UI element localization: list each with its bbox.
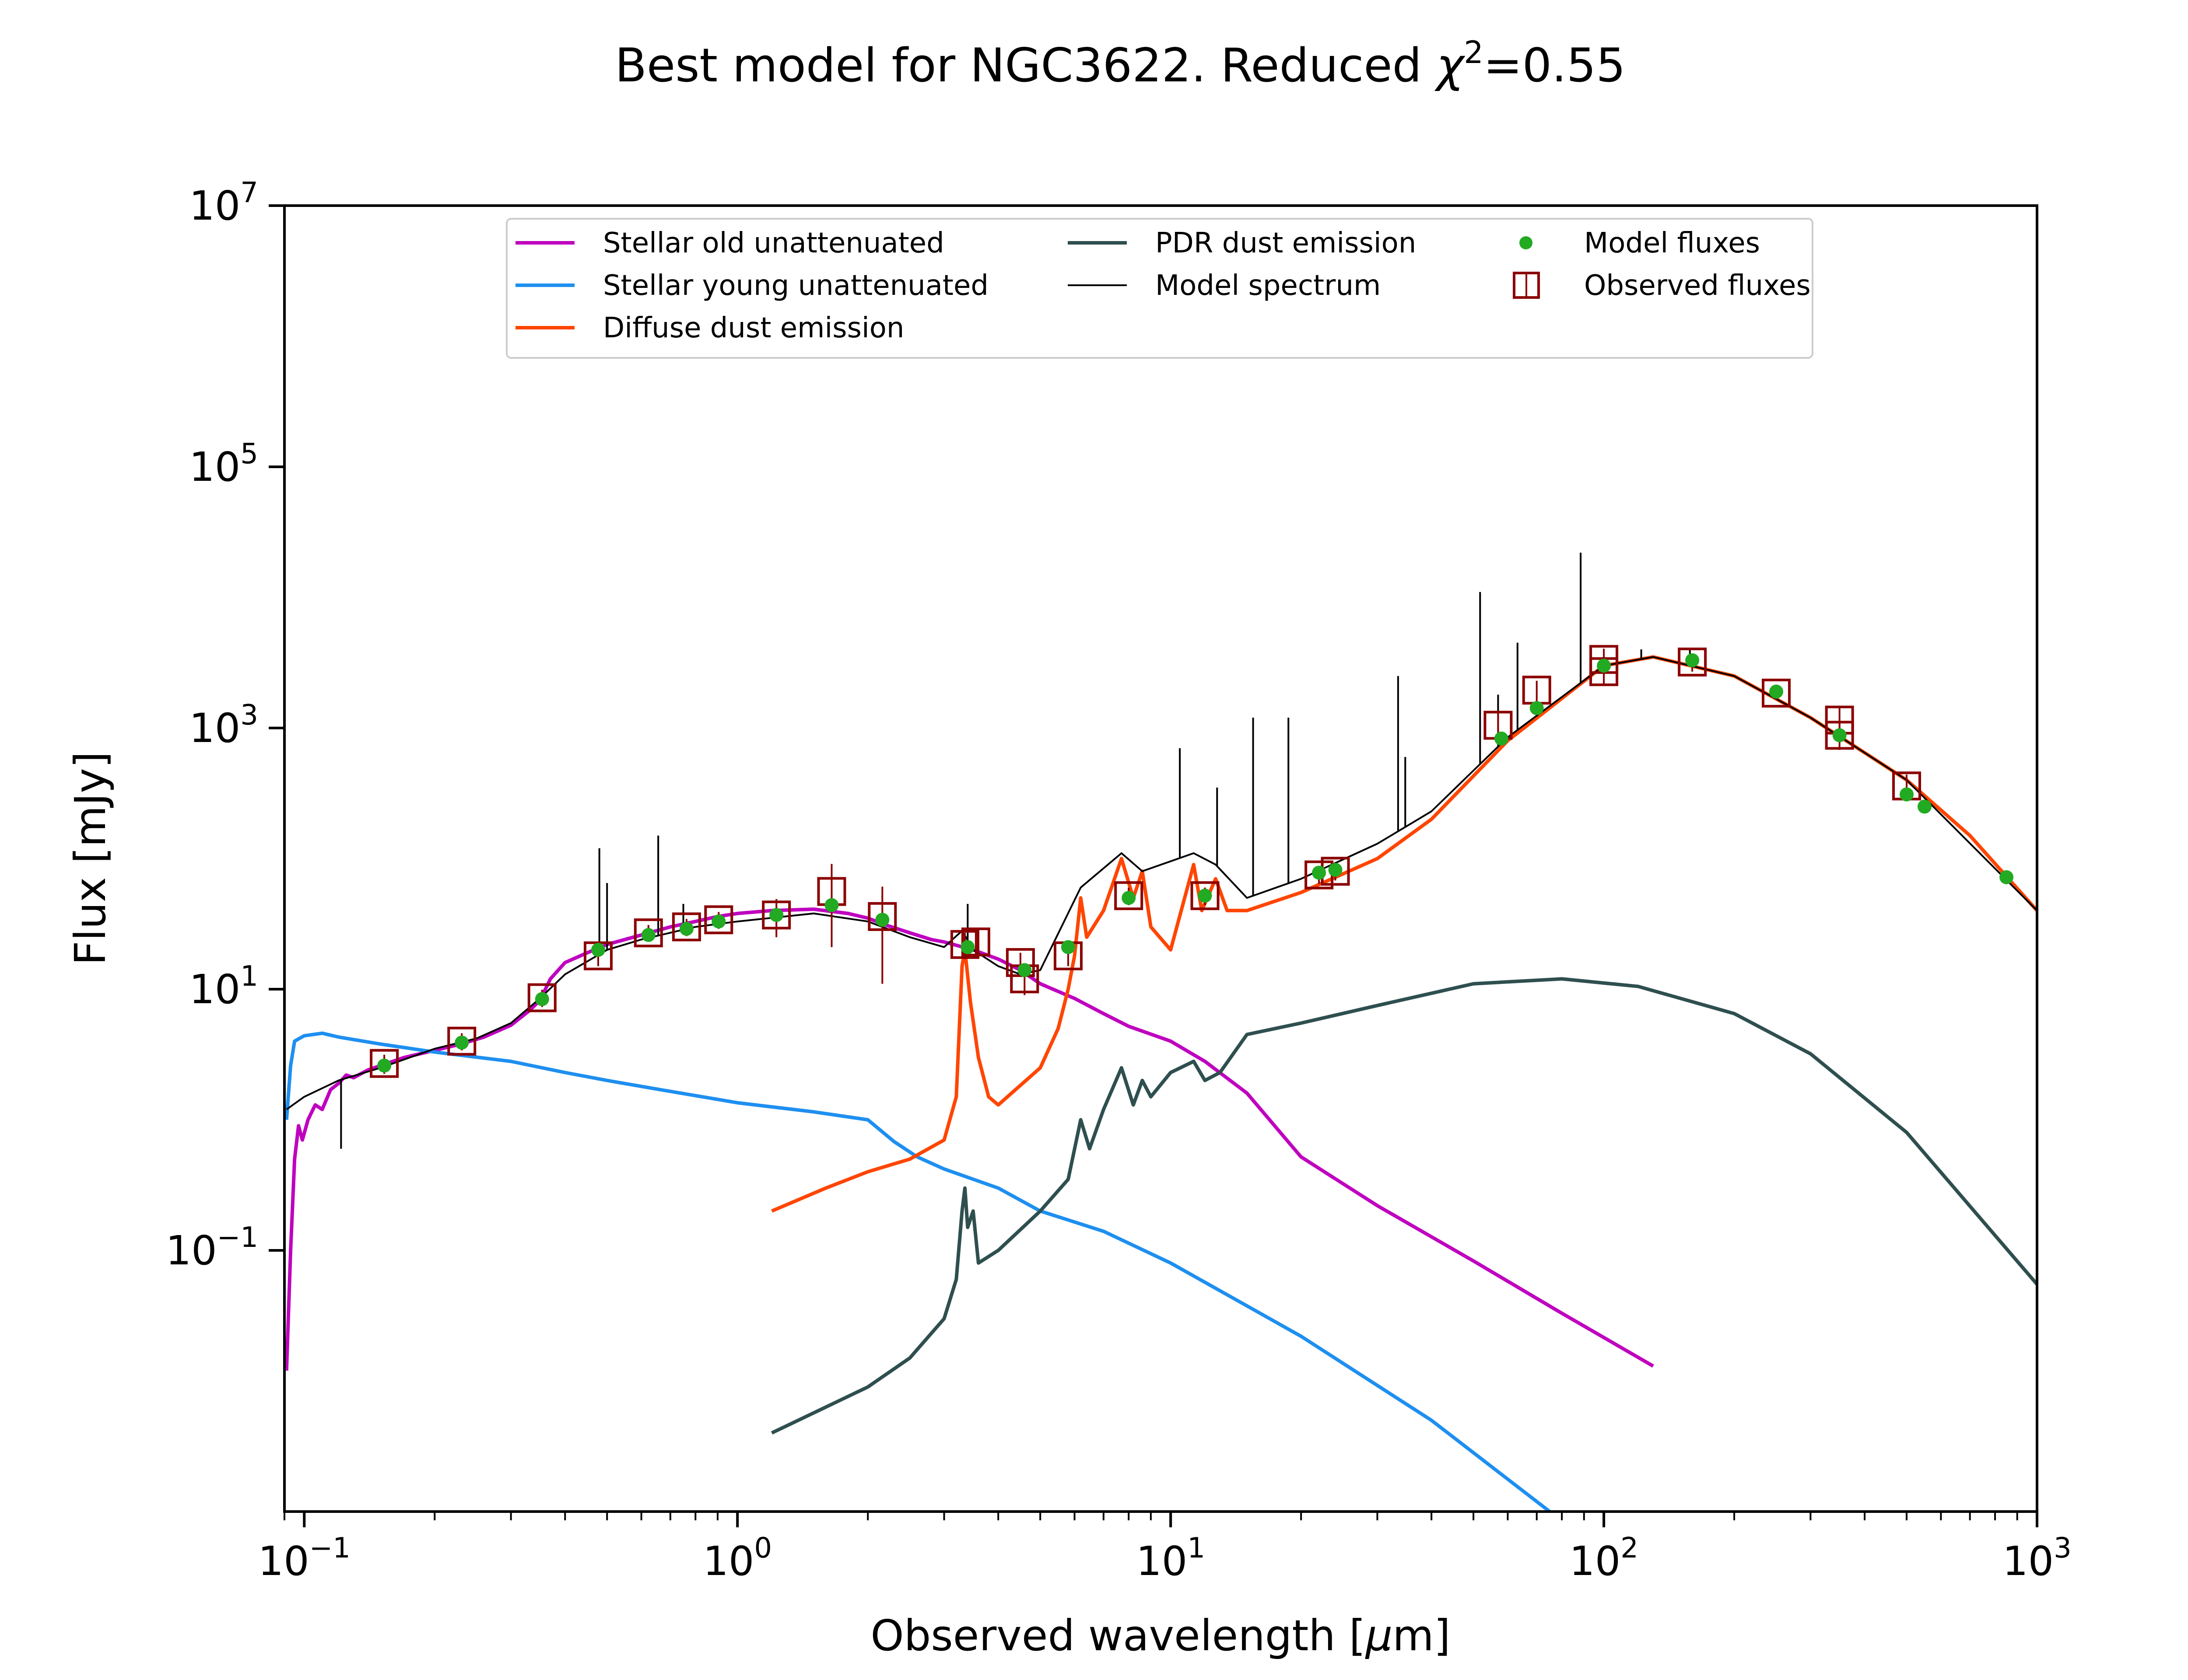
ticks-layer: 10−1 100 101 102 103 10−1 101 103 105 107 bbox=[166, 177, 2072, 1585]
y-axis-label: Flux [mJy] bbox=[66, 752, 115, 966]
legend-label: Stellar young unattenuated bbox=[603, 270, 989, 302]
model-flux-point bbox=[1832, 728, 1847, 742]
model-flux-point bbox=[591, 943, 605, 957]
model-flux-point bbox=[824, 898, 839, 912]
model-flux-point bbox=[679, 921, 694, 936]
model-flux-point bbox=[1312, 865, 1326, 880]
model-flux-point bbox=[1900, 787, 1914, 802]
observed-flux-marker bbox=[1114, 881, 1143, 910]
x-tick-label: 100 bbox=[703, 1532, 772, 1585]
observed-flux-marker bbox=[634, 918, 663, 948]
y-tick-label: 107 bbox=[189, 177, 258, 229]
model-flux-point bbox=[961, 940, 975, 954]
legend-label: PDR dust emission bbox=[1155, 227, 1416, 259]
observed-flux-marker bbox=[583, 941, 613, 970]
model-flux-point bbox=[1017, 963, 1032, 977]
model-flux-point bbox=[1597, 658, 1611, 673]
model-flux-point bbox=[1198, 889, 1212, 903]
model-flux-point bbox=[1122, 891, 1136, 905]
observed-flux-marker bbox=[868, 902, 897, 931]
model-flux-point bbox=[1685, 653, 1700, 668]
legend-item-observed-fluxes: Observed fluxes bbox=[1513, 270, 1811, 302]
legend-label: Diffuse dust emission bbox=[603, 312, 904, 344]
legend-item-diffuse-dust-emission: Diffuse dust emission bbox=[515, 312, 904, 344]
markers-layer bbox=[370, 645, 2014, 1078]
chart-title: Best model for NGC3622. Reduced χ2=0.55 bbox=[615, 35, 1625, 92]
model-flux-point bbox=[1917, 799, 1932, 814]
model-flux-point bbox=[1529, 701, 1544, 715]
plot-frame bbox=[283, 204, 2038, 1513]
legend-label: Model fluxes bbox=[1584, 227, 1760, 259]
model-flux-point bbox=[875, 913, 890, 927]
x-tick-label: 101 bbox=[1136, 1532, 1205, 1585]
observed-flux-marker bbox=[704, 905, 733, 934]
series-layer bbox=[284, 553, 2037, 1512]
pdr-dust-emission-line bbox=[771, 977, 2037, 1435]
model-flux-point bbox=[377, 1058, 392, 1073]
model-flux-point bbox=[1999, 870, 2014, 885]
observed-flux-marker bbox=[1762, 679, 1791, 708]
legend-label: Model spectrum bbox=[1155, 270, 1381, 302]
legend-swatch bbox=[1519, 236, 1532, 249]
legend-frame bbox=[506, 218, 1813, 359]
model-flux-point bbox=[535, 992, 549, 1006]
model-flux-point bbox=[1769, 684, 1784, 699]
legend: Stellar old unattenuated Stellar young un… bbox=[506, 218, 1813, 359]
model-spectrum-line bbox=[286, 656, 2037, 1110]
observed-flux-marker bbox=[1190, 881, 1220, 910]
stellar-old-unattenuated-line bbox=[284, 907, 1654, 1371]
y-tick-label: 10−1 bbox=[166, 1222, 258, 1274]
observed-flux-marker bbox=[447, 1026, 477, 1056]
observed-flux-marker bbox=[950, 930, 979, 959]
model-flux-point bbox=[641, 928, 656, 942]
legend-item-pdr-dust-emission: PDR dust emission bbox=[1068, 227, 1416, 259]
legend-item-model-fluxes: Model fluxes bbox=[1519, 227, 1760, 259]
x-tick-label: 102 bbox=[1569, 1532, 1638, 1585]
legend-label: Observed fluxes bbox=[1584, 270, 1811, 302]
y-tick-label: 101 bbox=[189, 960, 258, 1013]
observed-flux-marker bbox=[961, 928, 990, 957]
legend-item-model-spectrum: Model spectrum bbox=[1068, 270, 1381, 302]
observed-flux-marker bbox=[1678, 648, 1707, 677]
x-tick-label: 10−1 bbox=[258, 1532, 351, 1585]
model-flux-point bbox=[1061, 940, 1075, 954]
x-axis-label: Observed wavelength [μm] bbox=[870, 1611, 1450, 1660]
observed-flux-marker bbox=[762, 900, 791, 930]
legend-label: Stellar old unattenuated bbox=[603, 227, 944, 259]
model-flux-point bbox=[712, 914, 726, 929]
legend-item-stellar-old-unattenuated: Stellar old unattenuated bbox=[515, 227, 944, 259]
observed-flux-marker bbox=[370, 1049, 399, 1078]
observed-flux-marker bbox=[527, 983, 557, 1012]
observed-flux-marker bbox=[672, 912, 701, 942]
model-flux-point bbox=[1494, 732, 1508, 746]
y-tick-label: 103 bbox=[189, 699, 258, 752]
y-tick-label: 105 bbox=[189, 438, 258, 490]
stellar-young-unattenuated-line bbox=[284, 1031, 1551, 1512]
model-flux-point bbox=[1328, 863, 1343, 877]
model-flux-point bbox=[769, 908, 784, 922]
legend-item-stellar-young-unattenuated: Stellar young unattenuated bbox=[515, 270, 989, 302]
observed-flux-marker bbox=[1825, 721, 1854, 750]
model-flux-point bbox=[455, 1036, 469, 1050]
x-tick-label: 103 bbox=[2002, 1532, 2072, 1585]
